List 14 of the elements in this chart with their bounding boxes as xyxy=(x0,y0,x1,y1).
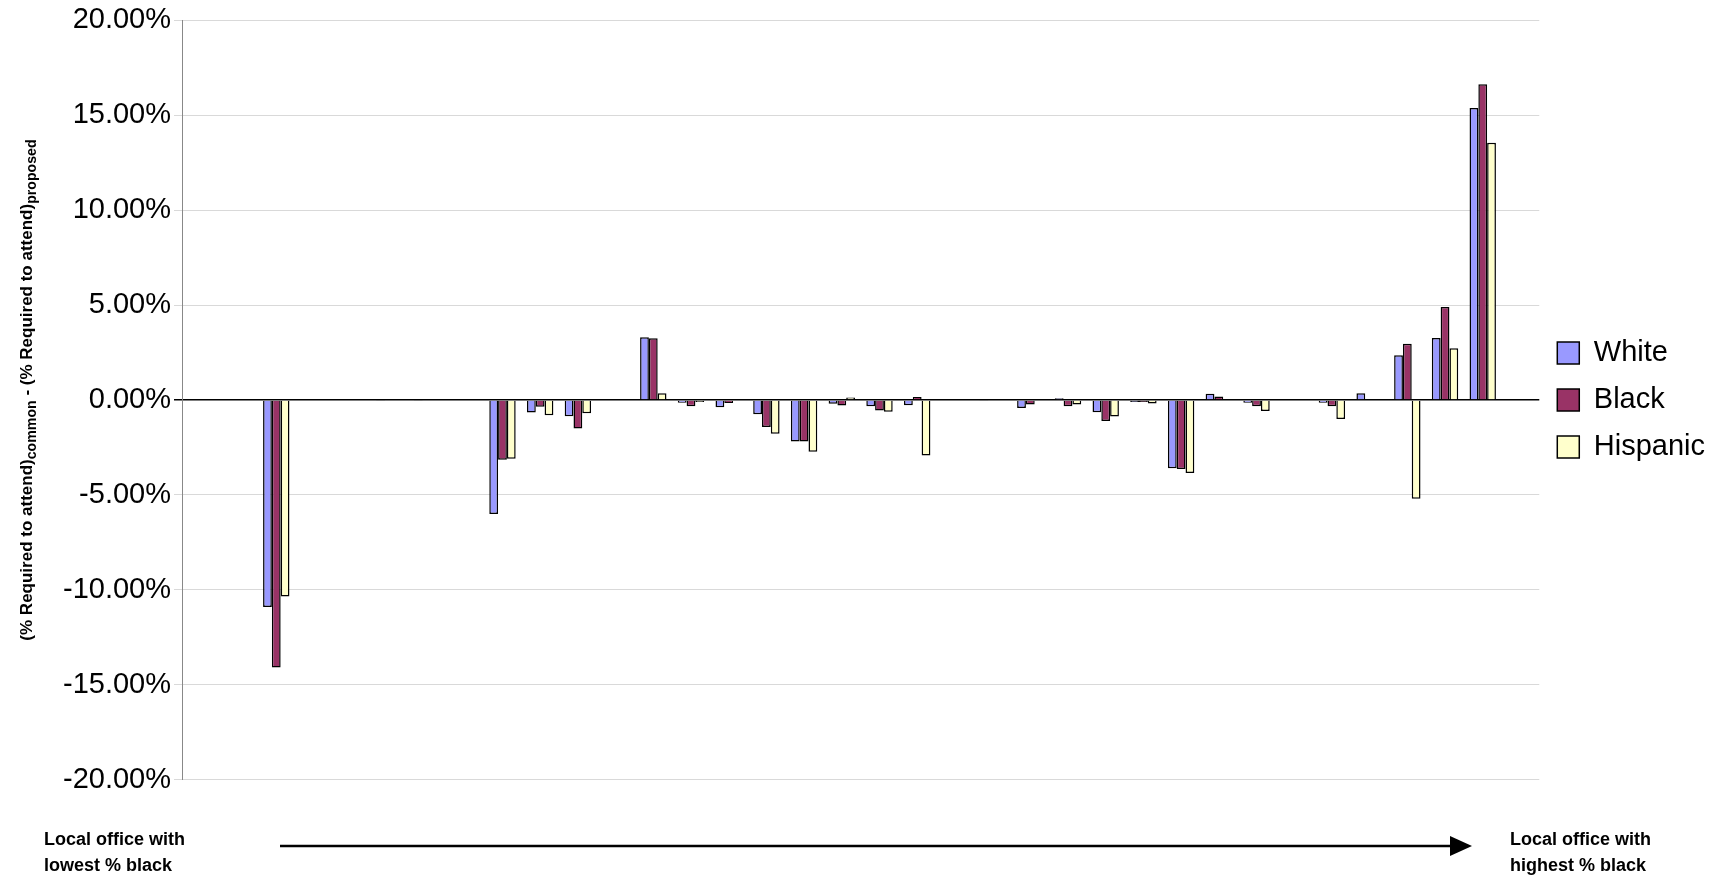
y-tick-label: -5.00% xyxy=(79,476,172,509)
legend-label: White xyxy=(1593,335,1668,367)
legend-label: Hispanic xyxy=(1593,429,1705,461)
y-tick-label: 20.00% xyxy=(72,2,172,35)
legend-label: Black xyxy=(1593,382,1666,414)
y-tick-label: 0.00% xyxy=(88,382,172,414)
y-tick-label: -20.00% xyxy=(63,761,172,794)
text: Local office with lowest % black xyxy=(44,828,186,877)
text: Local office with highest % black xyxy=(1510,828,1652,877)
y-tick-label: -15.00% xyxy=(63,666,172,699)
y-tick-label: 10.00% xyxy=(72,192,172,225)
y-tick-label: -10.00% xyxy=(63,571,172,604)
y-tick-label: 15.00% xyxy=(72,97,172,130)
y-tick-label: 5.00% xyxy=(88,287,172,320)
